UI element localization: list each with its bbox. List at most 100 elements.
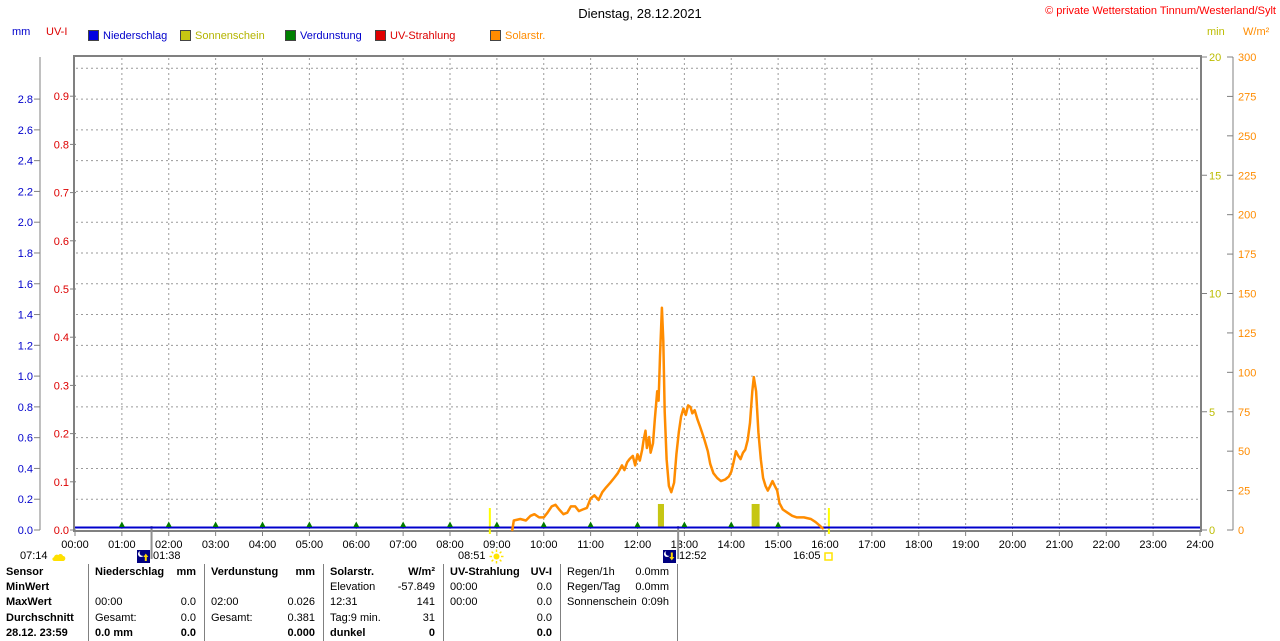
uv-tick-label: 0.1	[54, 477, 69, 489]
legend-item-uvstrahlung: UV-Strahlung	[375, 29, 455, 42]
table-divider	[88, 564, 89, 641]
mm-tick-label: 2.0	[18, 217, 33, 229]
uv-axis: 0.0 0.1 0.2 0.3 0.4 0.5 0.6 0.7 0.8 0.9	[54, 91, 76, 537]
table-cell: Gesamt:	[211, 612, 253, 624]
verdunstung-marker	[587, 521, 594, 527]
verdunstung-marker	[118, 521, 125, 527]
table-cell: Tag:9 min.	[330, 612, 381, 624]
table-cell: 00:00	[450, 596, 478, 608]
table-cell: W/m²	[408, 566, 435, 578]
wm2-tick-label: 300	[1238, 52, 1256, 64]
verdunstung-marker	[493, 521, 500, 527]
table-cell: Solarstr.	[330, 566, 375, 578]
legend-item-verdunstung: Verdunstung	[285, 29, 362, 42]
uv-tick-label: 0.6	[54, 236, 69, 248]
table-row-label: MaxWert	[6, 596, 52, 608]
table-cell: Gesamt:	[95, 612, 137, 624]
table-cell: 0.0	[536, 581, 552, 593]
wm2-tick-label: 150	[1238, 289, 1256, 301]
sunset-icon	[823, 551, 833, 561]
mm-tick-label: 2.8	[18, 94, 33, 106]
mm-tick-label: 2.4	[18, 156, 33, 168]
legend-item-niederschlag: Niederschlag	[88, 29, 167, 42]
min-tick-label: 0	[1209, 525, 1215, 537]
table-cell: mm	[295, 566, 315, 578]
mm-tick-label: 1.2	[18, 340, 33, 352]
moonset-icon	[663, 549, 676, 563]
verdunstung-marker	[306, 521, 313, 527]
x-tick-label: 20:00	[999, 539, 1027, 551]
table-cell: 0.0	[180, 596, 196, 608]
x-tick-label: 16:00	[811, 539, 839, 551]
x-tick-label: 12:00	[624, 539, 652, 551]
table-cell: 0.0mm	[635, 581, 669, 593]
table-cell: 141	[416, 596, 435, 608]
legend-swatch	[375, 30, 386, 41]
table-cell: UV-I	[530, 566, 552, 578]
table-cell: 0.381	[287, 612, 315, 624]
mm-axis: 0.0 0.2 0.4 0.6 0.8 1.0 1.2 1.4 1.6 1.8 2.0 2.2 2.4 2…	[18, 57, 41, 537]
mm-tick-label: 0.4	[18, 463, 33, 475]
table-cell: 0.0	[180, 612, 196, 624]
copyright-link[interactable]: © private Wetterstation Tinnum/Westerlan…	[1045, 5, 1276, 17]
x-tick-label: 02:00	[155, 539, 183, 551]
table-cell: Niederschlag	[95, 566, 165, 578]
uv-tick-label: 0.5	[54, 284, 69, 296]
verdunstung-marker	[165, 521, 172, 527]
x-tick-label: 21:00	[1046, 539, 1074, 551]
verdunstung-marker	[540, 521, 547, 527]
table-cell: 0.0	[536, 612, 552, 624]
sunset-time: 16:05	[793, 550, 821, 562]
x-axis: 00:00 01:00 02:00 03:00 04:00 05:00 06:00 07:00…	[61, 531, 1214, 551]
moonset-marker: 12:52	[663, 549, 707, 563]
dawn-icon	[51, 551, 67, 562]
sunrise-time: 08:51	[458, 550, 486, 562]
x-tick-label: 01:00	[108, 539, 136, 551]
min-axis-unit-label: min	[1207, 26, 1225, 38]
table-cell: Elevation	[330, 581, 376, 593]
min-tick-label: 10	[1209, 289, 1221, 301]
x-tick-label: 05:00	[296, 539, 324, 551]
legend-label: Solarstr.	[505, 29, 546, 42]
gridlines	[76, 58, 1199, 529]
wm2-tick-label: 25	[1238, 486, 1250, 498]
sunrise-marker: 08:51	[458, 549, 504, 563]
table-divider	[204, 564, 205, 641]
x-tick-label: 07:00	[389, 539, 417, 551]
legend-label: Sonnenschein	[195, 29, 265, 42]
wm2-tick-label: 200	[1238, 210, 1256, 222]
legend-item-sonnenschein: Sonnenschein	[180, 29, 265, 42]
x-tick-label: 18:00	[905, 539, 933, 551]
table-row-label: Sensor	[6, 566, 44, 578]
verdunstung-marker	[728, 521, 735, 527]
table-cell: 0.026	[287, 596, 315, 608]
mm-tick-label: 1.4	[18, 310, 33, 322]
x-tick-label: 09:00	[483, 539, 511, 551]
mm-tick-label: 1.8	[18, 248, 33, 260]
wm2-tick-label: 275	[1238, 91, 1256, 103]
table-cell: 0.0	[536, 596, 552, 608]
sunshine-bar	[657, 503, 664, 528]
table-cell: 0.0	[536, 627, 552, 639]
uv-tick-label: 0.7	[54, 188, 69, 200]
table-divider	[323, 564, 324, 641]
mm-tick-label: 0.6	[18, 433, 33, 445]
moonrise-time: 01:38	[153, 550, 181, 562]
moonrise-icon	[137, 549, 150, 563]
x-tick-label: 24:00	[1186, 539, 1214, 551]
table-cell: Regen/1h	[567, 566, 615, 578]
table-cell: 0.0	[180, 627, 196, 639]
legend-swatch	[490, 30, 501, 41]
wm2-tick-label: 75	[1238, 407, 1250, 419]
verdunstung-marker	[400, 521, 407, 527]
table-cell: 0.0mm	[635, 566, 669, 578]
wm2-tick-label: 50	[1238, 446, 1250, 458]
wm2-tick-label: 175	[1238, 249, 1256, 261]
legend-swatch	[88, 30, 99, 41]
wm2-tick-label: 100	[1238, 367, 1256, 379]
mm-tick-label: 1.6	[18, 279, 33, 291]
solarstr-line	[511, 306, 824, 532]
moonset-time: 12:52	[679, 550, 707, 562]
x-tick-label: 17:00	[858, 539, 886, 551]
table-cell: 31	[422, 612, 435, 624]
